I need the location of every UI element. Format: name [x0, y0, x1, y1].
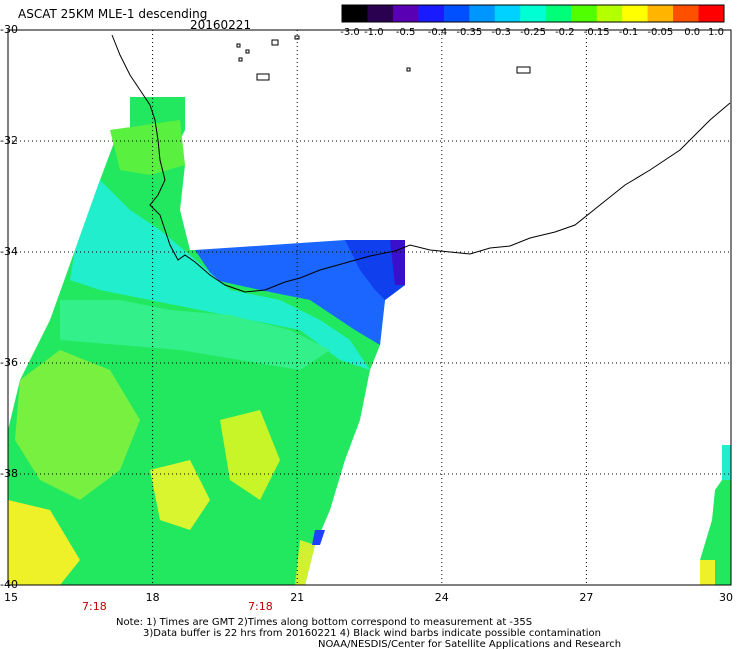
time-label-1: 7:18	[82, 600, 107, 613]
lon-tick-label: 18	[145, 591, 160, 604]
colorbar-swatch	[647, 5, 674, 22]
lat-tick-label: -40	[0, 578, 18, 591]
colorbar-tick-label: -0.35	[456, 27, 482, 38]
lat-tick-label: -36	[0, 356, 18, 369]
swath-west	[8, 97, 405, 585]
colorbar-tick-label: -0.4	[428, 27, 448, 38]
colorbar-tick-label: -0.05	[647, 27, 673, 38]
colorbar-swatch	[392, 5, 419, 22]
colorbar-tick-label: -0.1	[619, 27, 639, 38]
swath-east	[700, 445, 731, 585]
lat-tick-label: -34	[0, 245, 18, 258]
colorbar-tick-label: -3.0	[340, 27, 360, 38]
colorbar-tick-label: 1.0	[708, 27, 724, 38]
lat-tick-label: -38	[0, 467, 18, 480]
colorbar-swatch	[494, 5, 521, 22]
lon-tick-label: 15	[4, 591, 18, 604]
colorbar-tick-label: -0.25	[520, 27, 546, 38]
colorbar-swatch	[596, 5, 623, 22]
colorbar: -3.0 -1.0 -0.5 -0.4 -0.35 -0.3 -0.25 -0.2 -0.15-…	[340, 4, 725, 38]
colorbar-tick-label: 0.0	[684, 27, 700, 38]
colorbar-swatch	[469, 5, 496, 22]
lon-tick-label: 24	[434, 591, 449, 604]
colorbar-swatch	[520, 5, 547, 22]
islands	[236, 35, 531, 81]
lon-tick-label: 21	[290, 591, 305, 604]
colorbar-swatch	[367, 5, 394, 22]
colorbar-tick-label: -1.0	[364, 27, 384, 38]
colorbar-swatch	[342, 5, 368, 22]
colorbar-swatch	[698, 5, 725, 22]
product-title: ASCAT 25KM MLE-1 descending	[18, 7, 208, 21]
product-date: 20160221	[190, 18, 252, 32]
colorbar-swatch	[545, 5, 572, 22]
lat-tick-label: -32	[0, 134, 18, 147]
colorbar-tick-label: -0.3	[491, 27, 511, 38]
time-label-2: 7:18	[248, 600, 273, 613]
colorbar-tick-label: -0.5	[396, 27, 416, 38]
coastline	[111, 34, 731, 293]
colorbar-swatch	[418, 5, 445, 22]
note-line-1: Note: 1) Times are GMT 2)Times along bot…	[116, 617, 533, 628]
colorbar-tick-label: -0.15	[584, 27, 610, 38]
lon-tick-label: 27	[579, 591, 594, 604]
colorbar-swatch	[571, 5, 598, 22]
note-line-3: NOAA/NESDIS/Center for Satellite Applica…	[318, 639, 622, 650]
colorbar-tick-label: -0.2	[555, 27, 575, 38]
colorbar-swatch	[673, 5, 700, 22]
colorbar-swatch	[622, 5, 649, 22]
lon-tick-label: 30	[719, 591, 733, 604]
note-line-2: 3)Data buffer is 22 hrs from 20160221 4)…	[143, 628, 601, 639]
lat-tick-label: -30	[0, 23, 18, 36]
colorbar-swatch	[443, 5, 470, 22]
gridlines	[8, 30, 731, 585]
map-frame	[7, 29, 732, 586]
